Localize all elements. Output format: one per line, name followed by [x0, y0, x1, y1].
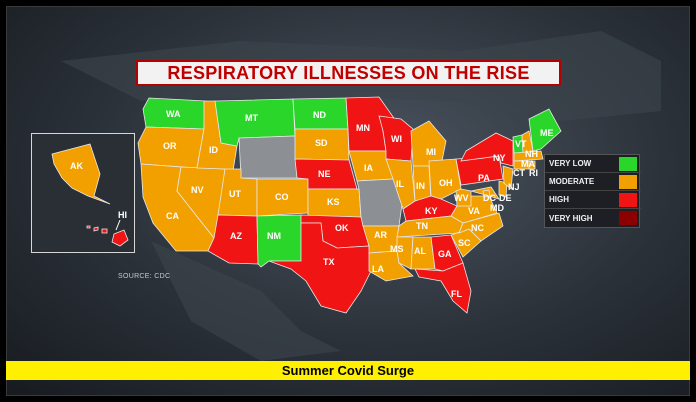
- label-IN: IN: [416, 181, 425, 191]
- label-CO: CO: [275, 192, 289, 202]
- label-NE: NE: [318, 169, 331, 179]
- label-WA: WA: [166, 109, 181, 119]
- label-DC: DC: [483, 193, 496, 203]
- legend-row-very-high: VERY HIGH: [545, 209, 641, 227]
- label-TN: TN: [416, 221, 428, 231]
- label-WI: WI: [391, 134, 402, 144]
- state-MS: [396, 236, 414, 270]
- label-NJ: NJ: [508, 182, 520, 192]
- state-OH: [428, 158, 462, 200]
- state-MI: [410, 120, 447, 167]
- label-HI: HI: [118, 210, 127, 220]
- inset-map: AK HI: [51, 143, 129, 247]
- state-HI: [111, 229, 129, 247]
- legend-row-moderate: MODERATE: [545, 173, 641, 191]
- legend-label: VERY LOW: [549, 159, 592, 168]
- label-CT: CT: [513, 168, 525, 178]
- banner-text: Summer Covid Surge: [281, 363, 415, 378]
- label-KS: KS: [327, 197, 340, 207]
- label-UT: UT: [229, 189, 241, 199]
- state-RI: [528, 160, 536, 170]
- label-FL: FL: [451, 289, 462, 299]
- state-AK: [51, 143, 111, 205]
- legend-label: VERY HIGH: [549, 213, 593, 223]
- state-TX: [268, 222, 372, 314]
- label-NC: NC: [471, 223, 484, 233]
- legend-label: MODERATE: [549, 177, 595, 186]
- state-NY: [460, 132, 514, 167]
- map-title: RESPIRATORY ILLNESSES ON THE RISE: [167, 62, 530, 83]
- label-SD: SD: [315, 138, 328, 148]
- label-WV: WV: [454, 193, 469, 203]
- state-ME: [528, 108, 562, 152]
- label-ID: ID: [209, 145, 219, 155]
- label-NM: NM: [267, 231, 281, 241]
- label-KY: KY: [425, 206, 438, 216]
- label-VA: VA: [468, 206, 480, 216]
- state-NM: [256, 214, 302, 268]
- source-note: SOURCE: CDC: [118, 273, 171, 280]
- label-RI: RI: [529, 168, 538, 178]
- legend-label: HIGH: [549, 195, 569, 204]
- state-labels: WA OR CA NV ID MT UT CO AZ NM ND SD NE K…: [163, 109, 554, 299]
- label-AK: AK: [70, 161, 83, 171]
- state-WV: [455, 188, 472, 207]
- label-IL: IL: [396, 179, 405, 189]
- state-NJ: [502, 165, 514, 190]
- mexico-landmass: [151, 241, 341, 361]
- label-GA: GA: [438, 249, 452, 259]
- label-MN: MN: [356, 123, 370, 133]
- label-ME: ME: [540, 128, 554, 138]
- label-ND: ND: [313, 110, 326, 120]
- label-MD: MD: [490, 203, 504, 213]
- state-AL: [410, 236, 436, 270]
- label-NH: NH: [525, 149, 538, 159]
- legend-row-very-low: VERY LOW: [545, 155, 641, 173]
- legend-swatch: [619, 156, 637, 171]
- legend-swatch: [619, 211, 637, 225]
- label-SC: SC: [458, 238, 471, 248]
- label-MA: MA: [521, 159, 535, 169]
- hi-leader-line: [115, 219, 121, 231]
- label-PA: PA: [478, 173, 490, 183]
- state-FL: [414, 262, 472, 314]
- label-LA: LA: [372, 264, 384, 274]
- title-banner: RESPIRATORY ILLNESSES ON THE RISE: [136, 60, 561, 86]
- label-TX: TX: [323, 257, 335, 267]
- legend-swatch: [619, 174, 637, 189]
- bottom-banner: Summer Covid Surge: [6, 361, 690, 380]
- label-NV: NV: [191, 185, 204, 195]
- state-HI-island-1: [93, 226, 99, 232]
- label-OR: OR: [163, 141, 177, 151]
- label-CA: CA: [166, 211, 179, 221]
- label-OH: OH: [439, 178, 453, 188]
- label-MI: MI: [426, 147, 436, 157]
- state-HI-group: [86, 225, 129, 247]
- label-VT: VT: [515, 139, 527, 149]
- state-HI-island-3: [86, 225, 91, 229]
- inset-ak-hi: AK HI: [31, 133, 135, 253]
- label-OK: OK: [335, 223, 349, 233]
- state-DC: [482, 189, 491, 198]
- state-WY: [238, 135, 298, 179]
- us-map: WA OR CA NV ID MT UT CO AZ NM ND SD NE K…: [61, 31, 661, 361]
- label-AZ: AZ: [230, 231, 242, 241]
- label-NY: NY: [493, 153, 506, 163]
- label-IA: IA: [364, 163, 374, 173]
- legend: VERY LOW MODERATE HIGH VERY HIGH: [544, 154, 641, 228]
- label-AL: AL: [414, 246, 426, 256]
- map-frame: WA OR CA NV ID MT UT CO AZ NM ND SD NE K…: [6, 6, 690, 396]
- label-MS: MS: [390, 244, 404, 254]
- legend-row-high: HIGH: [545, 191, 641, 209]
- label-MT: MT: [245, 113, 258, 123]
- label-DE: DE: [499, 193, 512, 203]
- legend-swatch: [619, 192, 637, 207]
- label-AR: AR: [374, 230, 387, 240]
- state-MA: [513, 150, 544, 162]
- state-HI-island-2: [101, 228, 108, 234]
